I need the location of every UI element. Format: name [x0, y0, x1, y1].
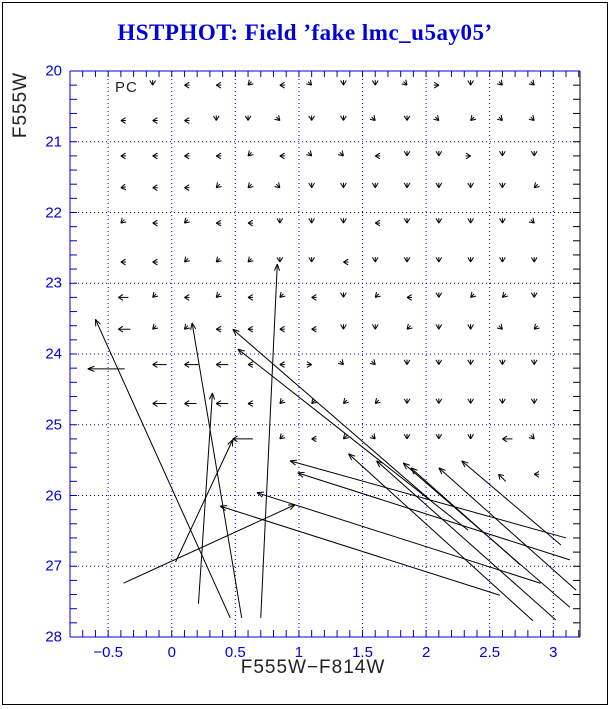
y-tick-label: 25 [45, 416, 62, 434]
x-tick-label: −0.5 [93, 644, 123, 661]
x-tick-label: 2 [421, 644, 431, 661]
x-tick-label: 2.5 [479, 644, 501, 661]
long-error-arrows [87, 263, 577, 622]
x-axis-label: F555W−F814W [240, 657, 386, 678]
x-tick-label: 1 [294, 644, 304, 661]
page-title: HSTPHOT: Field ’fake lmc_u5ay05’ [117, 20, 493, 45]
minor-ticks [70, 71, 580, 637]
y-tick-label: 28 [45, 628, 62, 646]
y-tick-label: 22 [45, 204, 62, 221]
y-tick-label: 27 [45, 557, 62, 575]
x-tick-label: 0.5 [224, 644, 246, 661]
x-tick-label: 0 [167, 644, 176, 661]
x-tick-label: 3 [549, 644, 558, 661]
x-tick-label: 1.5 [352, 644, 373, 661]
y-tick-label: 21 [45, 133, 62, 151]
small-vector-arrows [118, 79, 540, 482]
y-tick-label: 20 [45, 62, 62, 80]
y-tick-label: 26 [45, 487, 62, 504]
y-axis-label: F555W [10, 71, 31, 139]
plot-spines [69, 70, 581, 638]
grid-lines [70, 70, 580, 638]
y-tick-label: 23 [45, 274, 62, 292]
y-tick-label: 24 [45, 345, 62, 363]
panel-label-pc: PC [115, 79, 138, 96]
